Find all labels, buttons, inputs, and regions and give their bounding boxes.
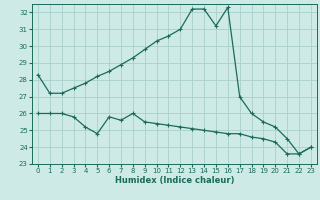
X-axis label: Humidex (Indice chaleur): Humidex (Indice chaleur) — [115, 176, 234, 185]
